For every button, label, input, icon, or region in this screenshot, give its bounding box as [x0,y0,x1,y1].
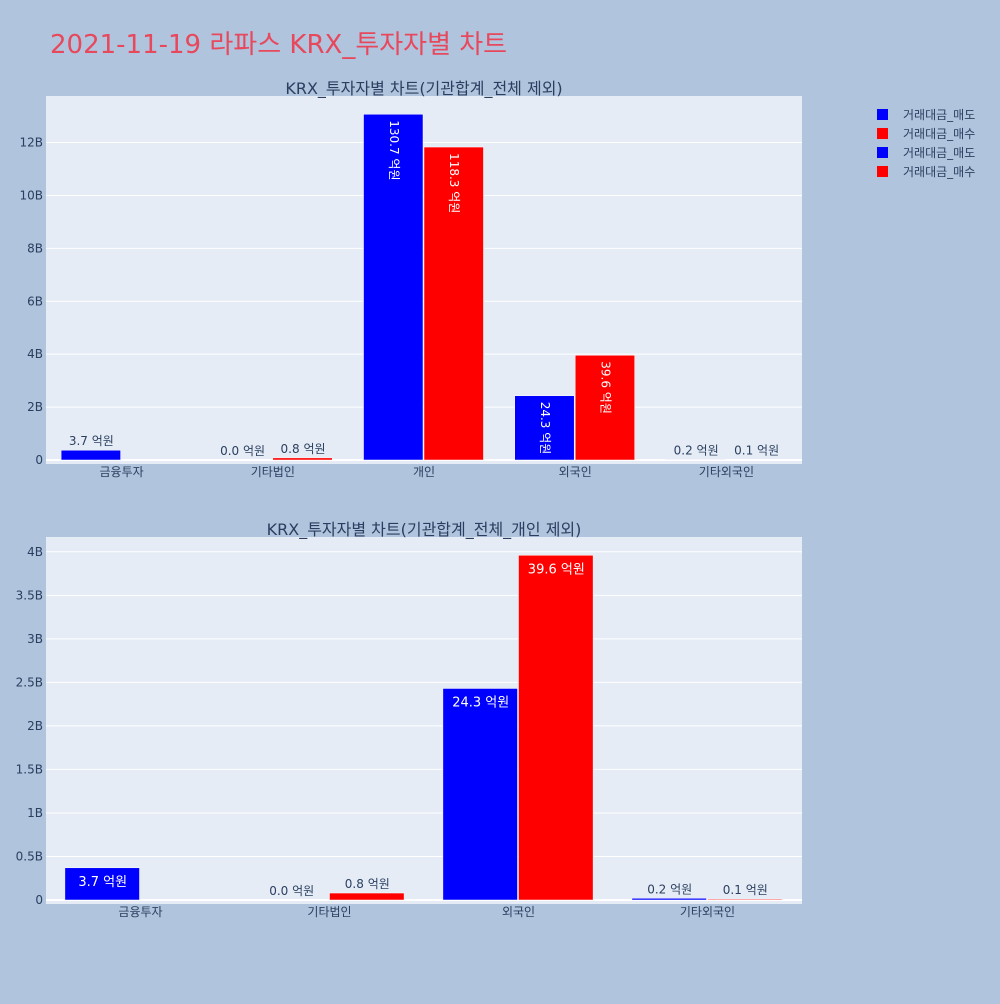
plot-background [46,537,802,904]
bar [632,898,707,900]
data-label: 0.2 억원 [674,443,719,457]
data-label: 39.6 억원 [598,361,612,414]
x-tick-label: 개인 [413,465,435,479]
data-label: 39.6 억원 [528,562,585,577]
x-tick-label: 기타외국인 [680,905,735,919]
data-label: 0.2 억원 [647,882,692,896]
page-title: 2021-11-19 라파스 KRX_투자자별 차트 [50,24,507,61]
bar [443,688,518,900]
chart-2: 0 0.5B 1B 1.5B 2B 2.5B 3B 3.5B 4B KRX_투자자별 차트(기관합… [16,520,802,919]
bar [330,893,405,900]
y-tick-label: 4B [27,347,43,361]
legend-swatch [877,128,888,139]
data-label: 0.0 억원 [220,444,265,458]
legend-label: 거래대금_매도 [903,146,975,160]
legend-label: 거래대금_매수 [903,127,975,141]
bar [61,450,120,460]
legend-swatch [877,109,888,120]
y-tick-label: 2.5B [16,675,43,689]
bar [708,899,783,900]
y-tick-label: 0 [35,893,43,907]
data-label: 130.7 억원 [387,120,401,180]
x-tick-label: 기타법인 [307,905,351,919]
y-tick-label: 0 [35,453,43,467]
y-tick-label: 3B [27,632,43,646]
y-tick-label: 8B [27,241,43,255]
chart-1: 0 2B 4B 6B 8B 10B 12B KRX_투자자별 차트(기관합계_전체 제외) 금융… [19,79,802,479]
y-tick-label: 2B [27,400,43,414]
y-tick-label: 6B [27,294,43,308]
legend-label: 거래대금_매도 [903,108,975,122]
bar [519,555,594,900]
y-tick-label: 3.5B [16,588,43,602]
legend-label: 거래대금_매수 [903,165,975,179]
data-label: 0.8 억원 [281,442,326,456]
data-label: 3.7 억원 [69,434,114,448]
data-label: 0.8 억원 [345,877,390,891]
legend-swatch [877,147,888,158]
data-label: 24.3 억원 [538,402,552,455]
y-tick-label: 4B [27,545,43,559]
data-label: 0.1 억원 [723,883,768,897]
chart-title: KRX_투자자별 차트(기관합계_전체_개인 제외) [267,520,582,540]
y-tick-label: 1B [27,806,43,820]
data-label: 0.1 억원 [734,444,779,458]
y-tick-label: 0.5B [16,849,43,863]
x-tick-label: 기타법인 [251,465,295,479]
y-tick-label: 1.5B [16,762,43,776]
x-tick-label: 외국인 [502,905,535,919]
x-tick-label: 외국인 [559,465,592,479]
x-tick-label: 금융투자 [118,905,162,919]
chart-title: KRX_투자자별 차트(기관합계_전체 제외) [285,79,562,99]
x-tick-label: 기타외국인 [699,465,754,479]
legend-swatch [877,166,888,177]
data-label: 24.3 억원 [452,695,509,710]
y-tick-label: 2B [27,719,43,733]
y-tick-label: 12B [19,136,43,150]
data-label: 0.0 억원 [269,884,314,898]
bar [273,458,332,460]
bar [666,459,725,460]
x-tick-label: 금융투자 [100,465,144,479]
y-tick-label: 10B [19,188,43,202]
data-label: 118.3 억원 [447,153,461,213]
data-label: 3.7 억원 [78,875,127,890]
